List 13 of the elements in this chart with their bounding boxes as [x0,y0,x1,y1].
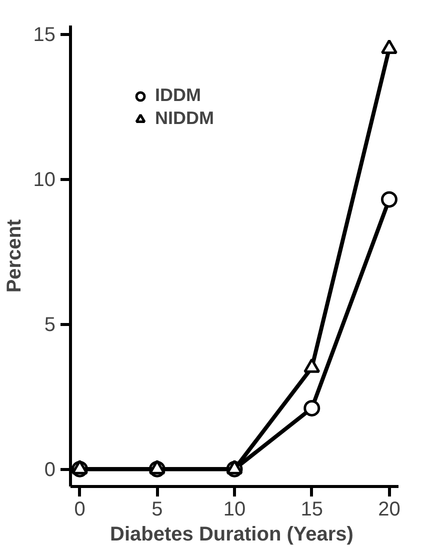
y-tick-label: 15 [33,24,56,46]
y-tick-label: 5 [44,314,56,336]
x-tick-label: 10 [223,498,246,520]
x-axis-title: Diabetes Duration (Years) [110,524,354,546]
x-tick-label: 0 [74,498,86,520]
x-tick-label: 15 [300,498,323,520]
legend-label: NIDDM [155,108,214,129]
x-tick-label: 5 [152,498,163,520]
y-axis-title: Percent [3,218,26,293]
y-tick-label: 10 [33,169,56,192]
x-tick-label: 20 [378,498,400,520]
y-tick-label: 0 [44,459,56,482]
legend-label: IDDM [155,85,201,106]
